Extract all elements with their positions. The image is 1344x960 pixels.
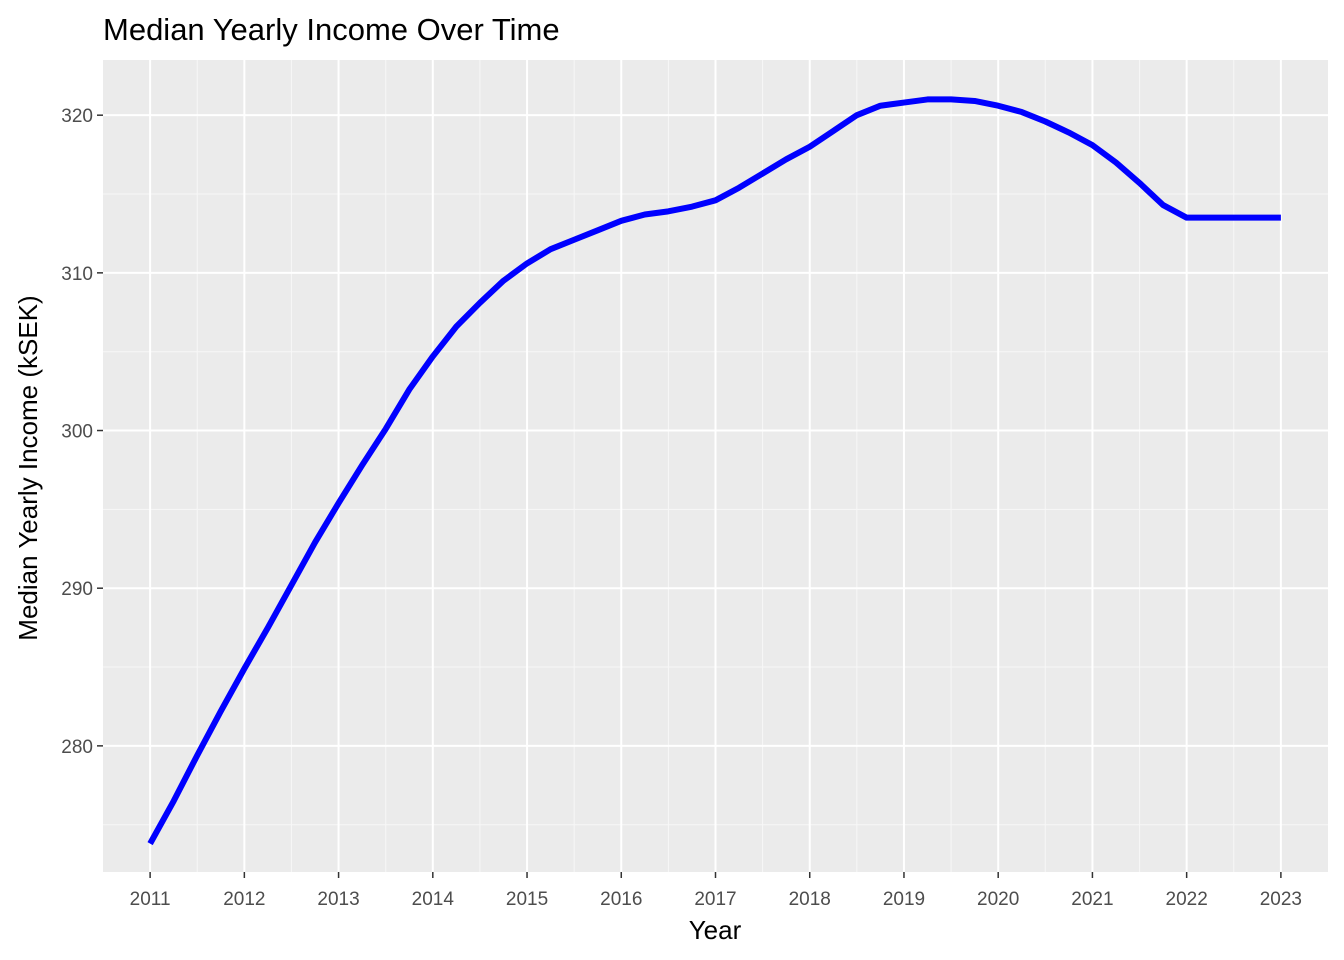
x-tick-labels: 2011 2012 2013 2014 2015 2016 2017 2018 2019 2020…	[130, 889, 1302, 910]
x-tick-label: 2021	[1071, 889, 1113, 910]
y-tick-label: 300	[61, 422, 93, 443]
chart-title: Median Yearly Income Over Time	[103, 12, 560, 47]
y-tick-labels: 280 290 300 310 320	[61, 106, 93, 758]
axis-ticks	[97, 114, 1282, 878]
series-line-median-income	[147, 96, 1281, 846]
major-gridlines	[103, 60, 1328, 872]
x-tick-label: 2014	[412, 889, 455, 910]
x-tick-label: 2019	[883, 889, 925, 910]
x-tick-label: 2023	[1260, 889, 1302, 910]
x-tick-label: 2020	[977, 889, 1019, 910]
x-tick-label: 2015	[506, 889, 548, 910]
x-tick-label: 2013	[317, 889, 359, 910]
y-tick-label: 310	[61, 264, 93, 285]
y-tick-label: 320	[61, 106, 93, 127]
x-tick-label: 2016	[600, 889, 642, 910]
x-tick-label: 2022	[1166, 889, 1208, 910]
y-axis-title: Median Yearly Income (kSEK)	[13, 295, 43, 640]
x-tick-label: 2011	[130, 889, 171, 910]
x-tick-label: 2012	[223, 889, 265, 910]
x-tick-label: 2018	[789, 889, 831, 910]
y-tick-label: 280	[61, 737, 93, 758]
x-axis-title: Year	[689, 915, 742, 945]
x-tick-label: 2017	[694, 889, 736, 910]
y-tick-label: 290	[61, 579, 93, 600]
